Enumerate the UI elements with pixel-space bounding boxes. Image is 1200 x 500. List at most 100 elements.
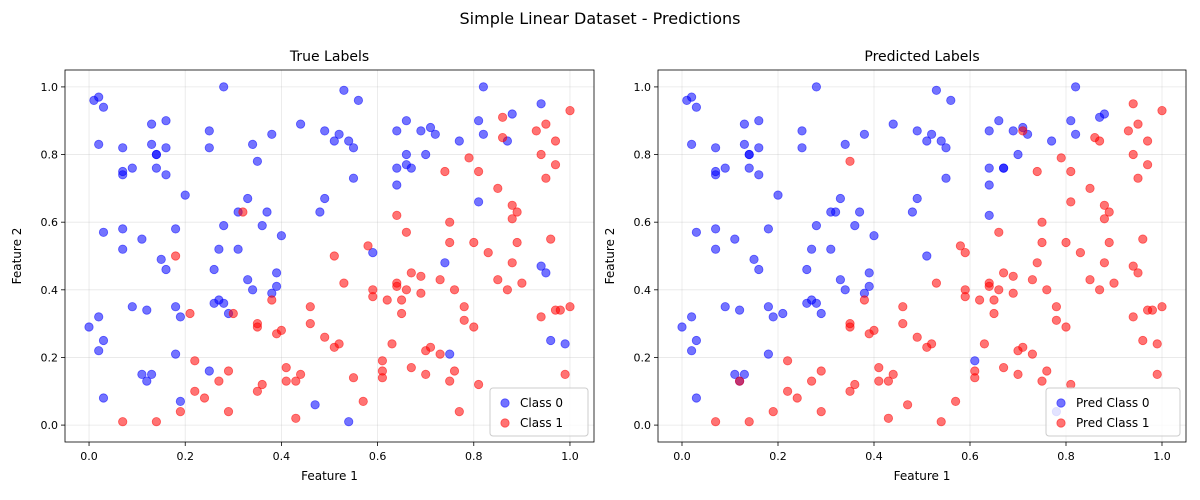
scatter-point xyxy=(425,342,436,352)
x-tick-label: 0.0 xyxy=(673,450,691,463)
scatter-point xyxy=(257,221,267,231)
scatter-point xyxy=(560,339,570,349)
scatter-point xyxy=(1013,149,1023,160)
scatter-point xyxy=(339,278,349,288)
scatter-point xyxy=(151,417,161,427)
scatter-point xyxy=(406,362,416,373)
scatter-point xyxy=(512,237,522,248)
scatter-point xyxy=(888,119,898,129)
y-tick-label: 0.2 xyxy=(41,351,59,364)
scatter-point xyxy=(941,173,951,183)
scatter-point xyxy=(171,302,181,312)
scatter-point xyxy=(869,325,879,335)
scatter-point xyxy=(1152,339,1162,349)
scatter-point xyxy=(473,116,484,126)
scatter-point xyxy=(816,406,826,417)
scatter-point xyxy=(219,298,229,308)
x-tick-label: 0.6 xyxy=(369,450,387,463)
scatter-point xyxy=(459,315,469,325)
scatter-point xyxy=(1027,349,1038,359)
scatter-point xyxy=(845,386,855,396)
scatter-point xyxy=(147,139,157,149)
axes-frame xyxy=(657,69,1187,443)
scatter-point xyxy=(118,417,128,427)
scatter-point xyxy=(763,349,774,359)
scatter-point xyxy=(984,281,994,291)
scatter-point xyxy=(1085,275,1095,285)
scatter-point xyxy=(421,369,431,379)
scatter-point xyxy=(773,190,783,200)
scatter-point xyxy=(243,193,253,204)
scatter-point xyxy=(223,406,234,417)
scatter-point xyxy=(459,302,469,312)
scatter-point xyxy=(1071,129,1081,139)
scatter-point xyxy=(1056,153,1066,163)
scatter-point xyxy=(473,379,484,390)
scatter-point xyxy=(536,312,546,322)
plot-area xyxy=(658,70,1186,442)
scatter-point xyxy=(1066,379,1076,390)
scatter-point xyxy=(175,312,185,322)
scatter-point xyxy=(1143,136,1153,146)
legend-marker xyxy=(1056,398,1066,408)
x-tick-label: 0.2 xyxy=(769,450,787,463)
scatter-point xyxy=(478,82,488,92)
scatter-point xyxy=(907,207,918,217)
scatter-point xyxy=(864,281,874,291)
scatter-point xyxy=(898,318,908,329)
scatter-point xyxy=(797,126,807,136)
scatter-point xyxy=(691,102,702,112)
scatter-point xyxy=(691,393,702,403)
y-tick-label: 0.4 xyxy=(634,284,652,297)
scatter-point xyxy=(912,126,922,136)
scatter-point xyxy=(449,366,460,376)
scatter-point xyxy=(922,136,932,146)
scatter-point xyxy=(1013,369,1023,379)
scatter-point xyxy=(782,356,793,366)
scatter-point xyxy=(754,116,764,126)
y-tick-label: 1.0 xyxy=(634,81,652,94)
scatter-point xyxy=(151,163,161,173)
scatter-point xyxy=(517,278,527,288)
scatter-point xyxy=(739,119,750,129)
scatter-point xyxy=(989,295,999,305)
scatter-point xyxy=(147,369,157,379)
scatter-point xyxy=(550,136,561,146)
scatter-point xyxy=(970,356,980,366)
scatter-point xyxy=(931,85,942,95)
scatter-point xyxy=(445,349,455,359)
scatter-point xyxy=(396,308,407,319)
scatter-point xyxy=(998,362,1009,373)
scatter-point xyxy=(555,305,565,315)
scatter-point xyxy=(994,116,1004,126)
scatter-point xyxy=(1133,173,1143,183)
scatter-point xyxy=(171,349,181,359)
scatter-point xyxy=(859,129,870,139)
series-1 xyxy=(118,106,575,427)
legend-label: Pred Class 0 xyxy=(1076,396,1150,410)
legend-marker xyxy=(1056,418,1066,428)
scatter-point xyxy=(295,369,306,379)
scatter-point xyxy=(720,302,730,312)
scatter-point xyxy=(142,305,152,315)
scatter-point xyxy=(941,143,951,153)
scatter-point xyxy=(252,318,262,329)
scatter-point xyxy=(233,244,243,254)
scatter-point xyxy=(401,227,411,237)
scatter-point xyxy=(406,268,416,278)
scatter-point xyxy=(416,126,426,136)
scatter-point xyxy=(281,362,291,373)
scatter-point xyxy=(1095,136,1105,146)
scatter-point xyxy=(392,126,402,136)
scatter-point xyxy=(902,400,913,410)
plot-area xyxy=(65,70,594,442)
scatter-point xyxy=(219,221,229,231)
scatter-point xyxy=(1037,376,1047,386)
scatter-point xyxy=(768,312,778,322)
scatter-point xyxy=(1104,237,1114,248)
scatter-point xyxy=(782,386,793,396)
scatter-point xyxy=(320,332,330,342)
scatter-point xyxy=(98,227,109,237)
scatter-point xyxy=(94,346,104,356)
scatter-point xyxy=(435,275,445,285)
